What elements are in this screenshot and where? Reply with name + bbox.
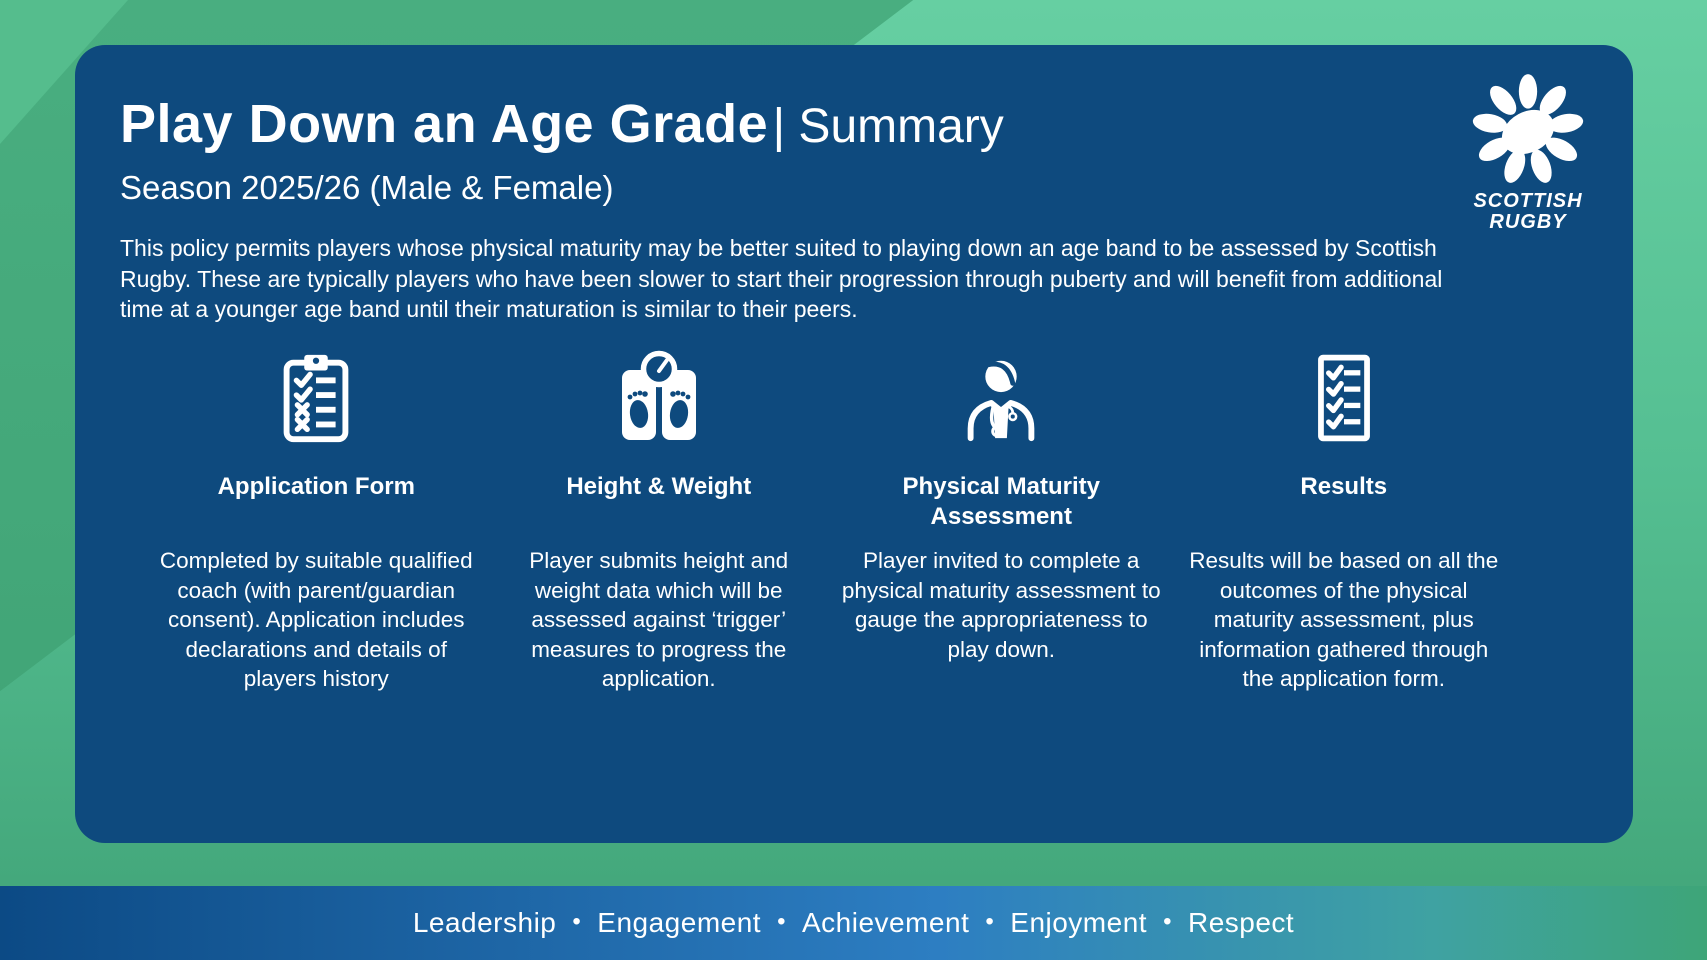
page-title-main: Play Down an Age Grade (120, 94, 769, 154)
step-title: Height & Weight (566, 473, 752, 500)
steps-row: Application Form Completed by suitable q… (145, 348, 1515, 694)
step-physical-maturity: Physical Maturity Assessment Player invi… (830, 348, 1173, 694)
step-description: Results will be based on all the outcome… (1189, 548, 1499, 691)
clipboard-checklist-icon (145, 348, 488, 448)
values-footer-bar: Leadership • Engagement • Achievement • … (0, 886, 1707, 960)
logo-line1: SCOTTISH (1473, 190, 1583, 212)
intro-paragraph: This policy permits players whose physic… (120, 235, 1443, 322)
card-content: Play Down an Age Grade | Summary Season … (75, 45, 1633, 843)
step-title: Results (1300, 473, 1388, 500)
bullet-separator: • (572, 908, 582, 935)
bullet-separator: • (1163, 908, 1172, 935)
bullet-separator: • (777, 908, 786, 935)
footer-value: Achievement (801, 907, 970, 938)
footer-value: Respect (1187, 907, 1295, 938)
thistle-icon (1472, 74, 1584, 183)
footer-value: Enjoyment (1010, 907, 1148, 938)
step-title: Application Form (217, 473, 415, 500)
step-description: Player submits height and weight data wh… (529, 548, 789, 691)
content-card: Play Down an Age Grade | Summary Season … (75, 45, 1633, 843)
scottish-rugby-logo: SCOTTISH RUGBY (1453, 69, 1603, 233)
doctor-icon (830, 348, 1173, 448)
footer-value: Engagement (597, 907, 762, 938)
footer-value: Leadership (412, 907, 557, 938)
step-description: Player invited to complete a physical ma… (841, 548, 1161, 662)
logo-text: SCOTTISH RUGBY (1453, 191, 1603, 233)
page-subtitle: Season 2025/26 (Male & Female) (120, 169, 614, 206)
step-title: Physical Maturity Assessment (902, 473, 1100, 530)
step-description: Completed by suitable qualified coach (w… (159, 548, 473, 691)
results-checklist-icon (1173, 348, 1516, 448)
weighing-scale-icon (488, 348, 831, 448)
page-title-suffix: | Summary (772, 100, 1004, 153)
logo-line2: RUGBY (1489, 211, 1567, 233)
page-title: Play Down an Age Grade | Summary (120, 93, 1588, 155)
step-height-weight: Height & Weight Player submits height an… (488, 348, 831, 694)
bullet-separator: • (985, 908, 995, 935)
step-application-form: Application Form Completed by suitable q… (145, 348, 488, 694)
step-results: Results Results will be based on all the… (1173, 348, 1516, 694)
